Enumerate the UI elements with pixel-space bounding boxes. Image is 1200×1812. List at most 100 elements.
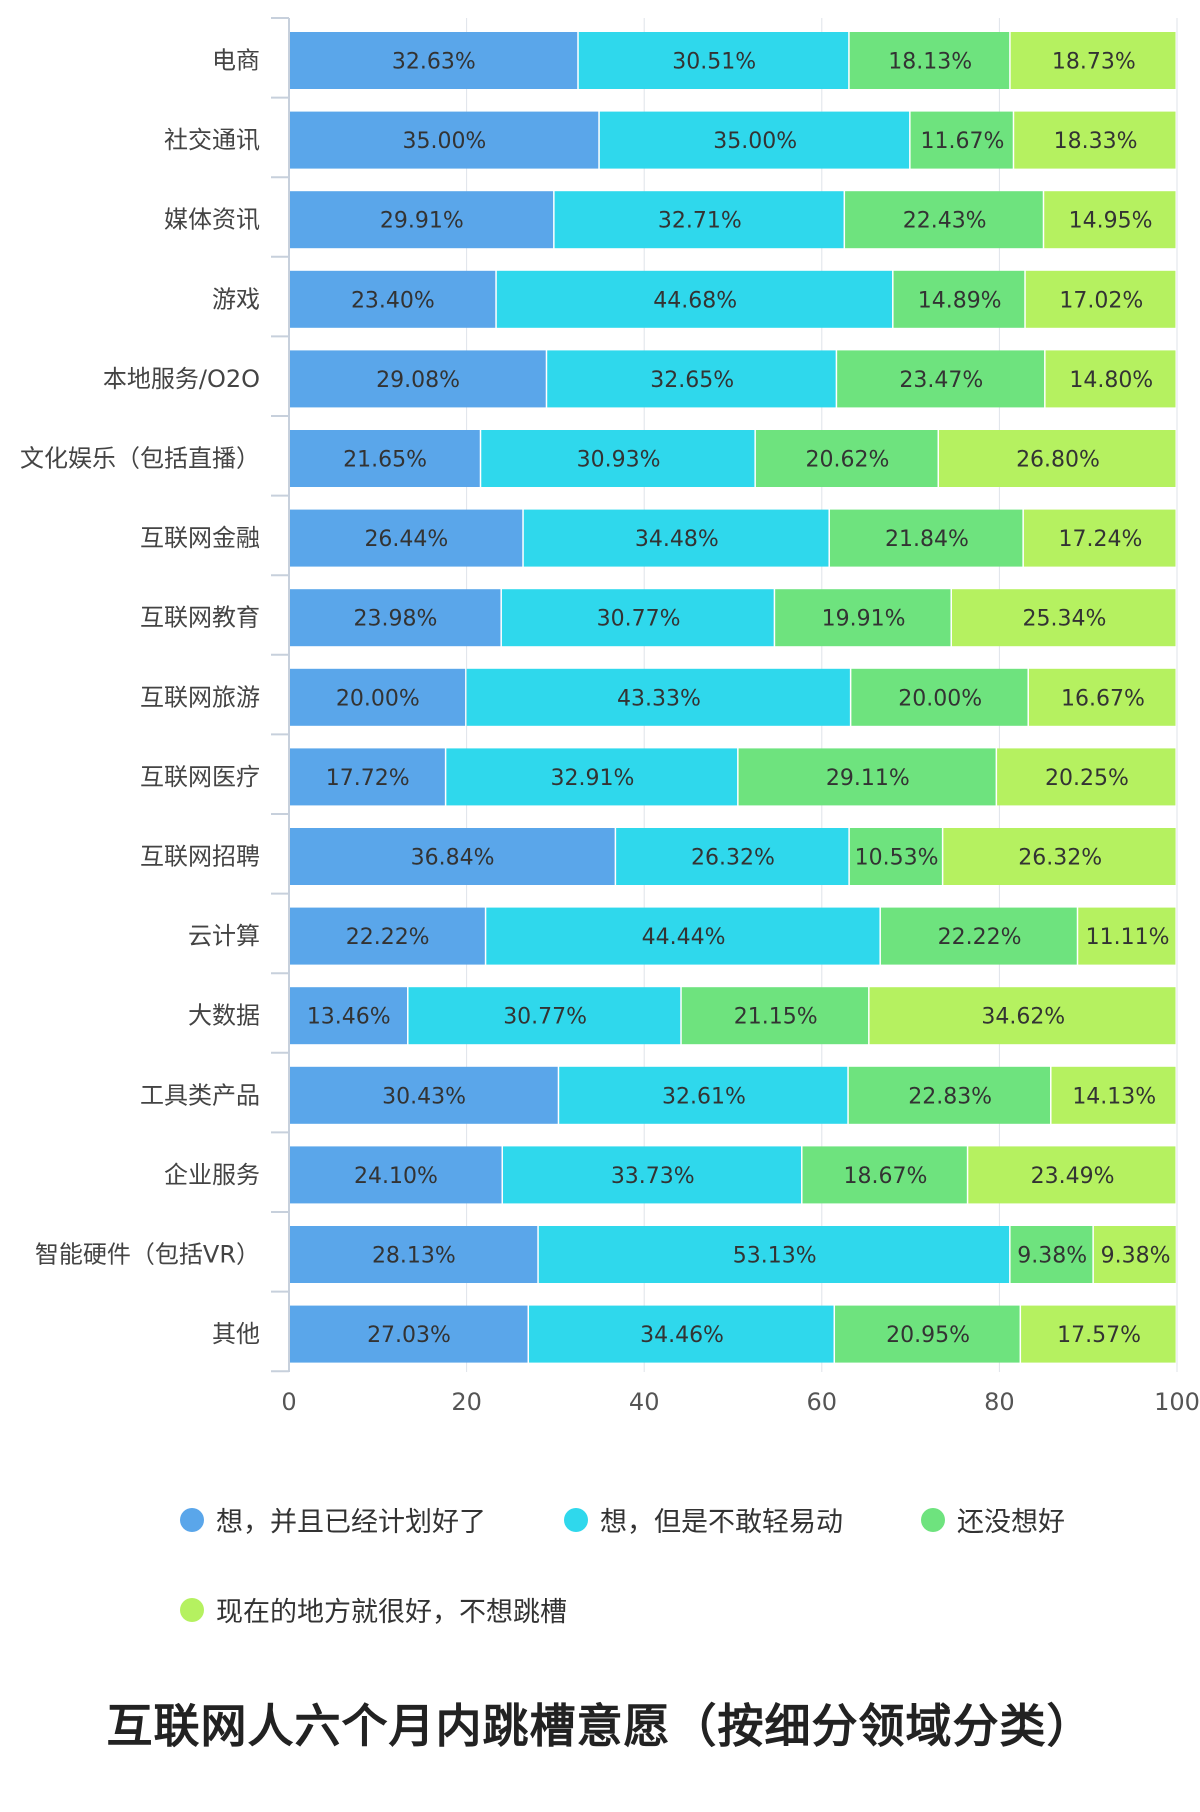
data-labels: 32.63% 30.51% 18.13% 18.73% 35.00% 35.00% 11.6… [307,50,1171,1349]
bar-segment [1021,1305,1176,1363]
bar-segment [802,1146,967,1204]
bar-segment [869,987,1176,1045]
bar-segment [1051,1066,1176,1124]
data-label: 23.40% [351,288,435,313]
data-label: 26.32% [1018,846,1102,871]
data-label: 14.13% [1072,1084,1156,1109]
bar-segment [939,430,1176,487]
bar-segment [408,987,681,1045]
data-label: 32.91% [551,766,635,791]
bars [289,32,1176,1363]
category-label: 互联网医疗 [140,763,260,791]
data-label: 17.57% [1057,1323,1141,1348]
bar-segment [1010,1226,1093,1283]
x-tick-label: 60 [807,1388,838,1416]
axis [271,17,290,1373]
category-label: 互联网金融 [140,524,260,552]
x-tick-labels: 0 20 40 60 80 100 [281,1388,1200,1416]
bar-segment [1014,111,1176,169]
bar-segment [943,828,1176,885]
legend-row-2: 现在的地方就很好，不想跳槽 [180,1590,645,1629]
data-label: 30.77% [503,1005,587,1030]
data-label: 28.13% [372,1244,456,1269]
data-label: 9.38% [1017,1244,1087,1269]
data-label: 44.68% [653,288,737,313]
bar-segment [289,111,599,169]
bar-segment [529,1305,834,1363]
data-label: 18.73% [1052,50,1136,75]
data-label: 32.61% [662,1084,746,1109]
data-label: 17.02% [1059,288,1143,313]
bar-segment [289,1226,538,1283]
data-label: 26.44% [364,527,448,552]
data-label: 21.84% [885,527,969,552]
data-label: 18.13% [888,50,972,75]
bar-segment [289,32,578,89]
data-label: 27.03% [367,1323,451,1348]
data-label: 30.77% [597,607,681,632]
bar-segment [1045,350,1176,408]
bar-segment [554,191,844,249]
category-label: 媒体资讯 [164,206,260,234]
category-label: 互联网招聘 [140,843,260,871]
bar-segment [845,191,1043,249]
bar-segment [547,350,836,408]
data-label: 22.22% [938,925,1022,950]
bar-segment [559,1066,848,1124]
data-label: 32.71% [658,209,742,234]
bar-segment [523,509,829,567]
bar-segment [1025,270,1176,328]
category-label: 电商 [212,47,260,75]
data-label: 16.67% [1061,686,1145,711]
data-label: 11.11% [1086,925,1170,950]
data-label: 20.25% [1045,766,1129,791]
legend-dot-hesitant [564,1507,588,1532]
bar-segment [851,668,1028,726]
data-label: 21.15% [734,1005,818,1030]
data-label: 13.46% [307,1005,391,1030]
bar-segment [681,987,869,1045]
bar-segment [446,748,738,806]
legend-dot-undecided [921,1507,945,1532]
x-tick-label: 80 [984,1388,1015,1416]
bar-segment [599,111,910,169]
legend-item-undecided[interactable]: 还没想好 [921,1500,1065,1539]
data-label: 24.10% [354,1164,438,1189]
data-label: 23.47% [899,368,983,393]
data-label: 19.91% [822,607,906,632]
bar-segment [1093,1226,1176,1283]
bar-segment [466,668,850,726]
bar-segment [289,828,615,885]
data-label: 29.11% [826,766,910,791]
data-label: 32.65% [650,368,734,393]
category-label: 大数据 [188,1002,260,1030]
bar-segment [289,987,408,1045]
data-label: 35.00% [402,129,486,154]
bar-segment [893,270,1025,328]
category-label: 游戏 [212,285,260,313]
bar-segment [829,509,1023,567]
legend-item-planned[interactable]: 想，并且已经计划好了 [180,1500,486,1539]
bar-segment [289,748,445,806]
data-label: 18.33% [1054,129,1138,154]
data-label: 11.67% [920,129,1004,154]
data-label: 26.80% [1016,448,1100,473]
data-label: 34.48% [635,527,719,552]
x-tick-label: 0 [281,1388,296,1416]
data-label: 29.08% [376,368,460,393]
legend-item-hesitant[interactable]: 想，但是不敢轻易动 [564,1500,843,1539]
bar-segment [486,907,880,965]
legend-item-stay[interactable]: 现在的地方就很好，不想跳槽 [180,1590,567,1629]
data-label: 14.80% [1069,368,1153,393]
bar-segment [289,270,496,328]
data-label: 33.73% [611,1164,695,1189]
bar-segment [289,1305,528,1363]
bar-segment [1044,191,1176,249]
x-tick-label: 100 [1154,1388,1200,1416]
bar-segment [910,111,1013,169]
x-tick-label: 40 [629,1388,660,1416]
bar-segment [503,1146,802,1204]
bar-segment [849,32,1010,89]
bar-segment [289,1146,502,1204]
bar-segment [1078,907,1176,965]
